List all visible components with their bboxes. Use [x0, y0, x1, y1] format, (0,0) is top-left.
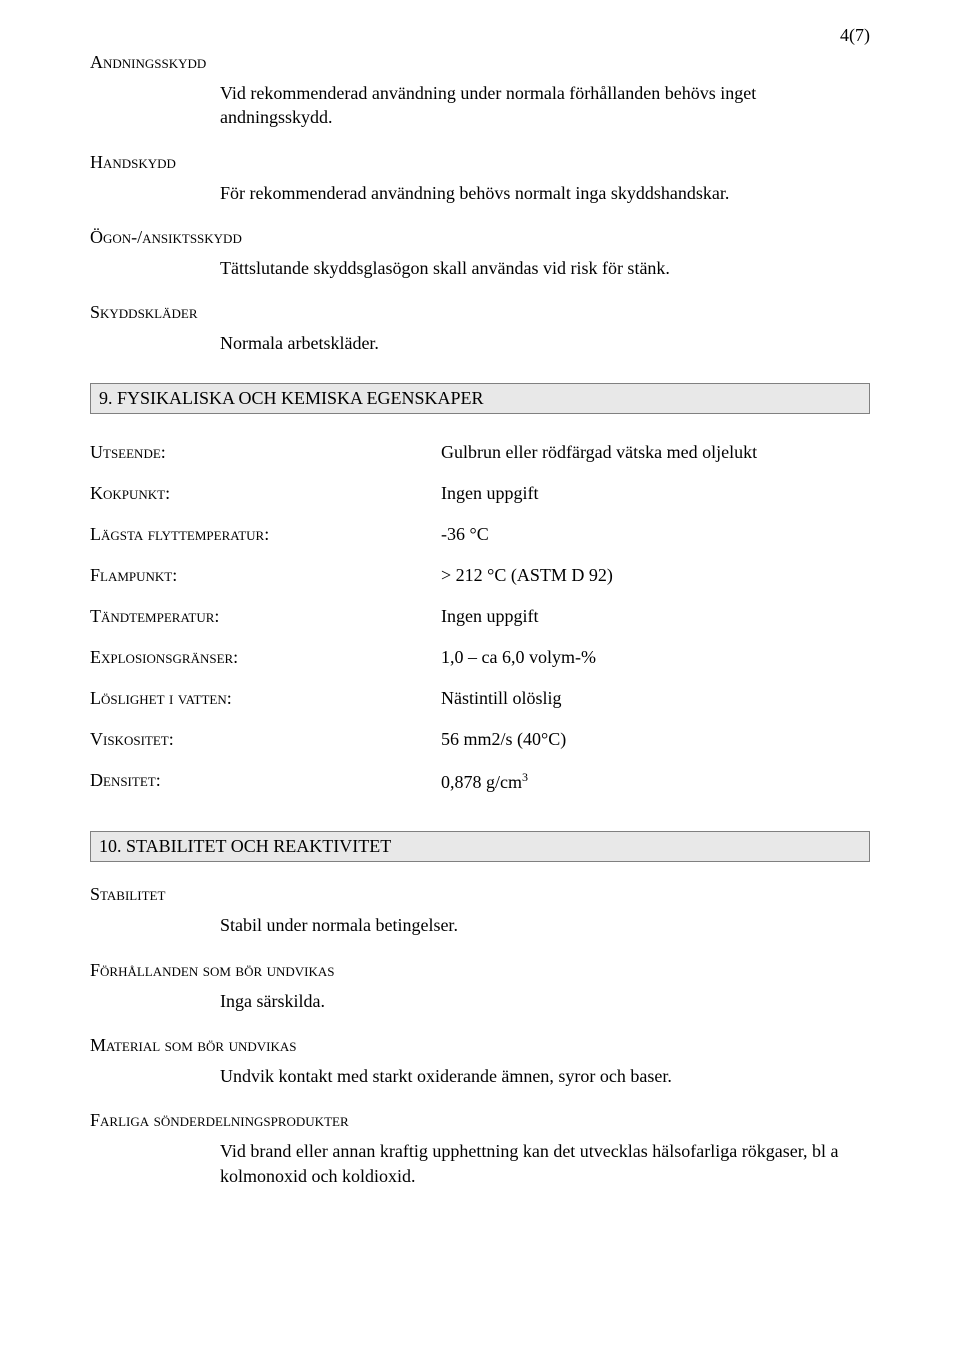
text-farliga: Vid brand eller annan kraftig upphettnin…	[220, 1139, 870, 1188]
prop-value: 0,878 g/cm3	[441, 760, 870, 803]
prop-label: Densitet:	[90, 760, 441, 803]
prop-value: 1,0 – ca 6,0 volym-%	[441, 637, 870, 678]
heading-skyddsklader: Skyddskläder	[90, 302, 870, 323]
prop-label: Utseende:	[90, 432, 441, 473]
prop-value: 56 mm2/s (40°C)	[441, 719, 870, 760]
heading-farliga: Farliga sönderdelningsprodukter	[90, 1110, 870, 1131]
text-andningsskydd: Vid rekommenderad användning under norma…	[220, 81, 870, 130]
prop-value: Ingen uppgift	[441, 596, 870, 637]
prop-value: > 212 °C (ASTM D 92)	[441, 555, 870, 596]
heading-material: Material som bör undvikas	[90, 1035, 870, 1056]
text-skyddsklader: Normala arbetskläder.	[220, 331, 870, 355]
text-material: Undvik kontakt med starkt oxiderande ämn…	[220, 1064, 870, 1088]
text-ogon: Tättslutande skyddsglasögon skall använd…	[220, 256, 870, 280]
heading-stabilitet: Stabilitet	[90, 884, 870, 905]
text-handskydd: För rekommenderad användning behövs norm…	[220, 181, 870, 205]
table-row: Flampunkt: > 212 °C (ASTM D 92)	[90, 555, 870, 596]
text-forhallanden: Inga särskilda.	[220, 989, 870, 1013]
table-row: Utseende: Gulbrun eller rödfärgad vätska…	[90, 432, 870, 473]
table-row: Viskositet: 56 mm2/s (40°C)	[90, 719, 870, 760]
page-number: 4(7)	[840, 25, 870, 46]
prop-value: -36 °C	[441, 514, 870, 555]
heading-ogon: Ögon-/ansiktsskydd	[90, 227, 870, 248]
table-row: Löslighet i vatten: Nästintill olöslig	[90, 678, 870, 719]
heading-andningsskydd: Andningsskydd	[90, 52, 870, 73]
prop-label: Explosionsgränser:	[90, 637, 441, 678]
text-stabilitet: Stabil under normala betingelser.	[220, 913, 870, 937]
prop-value: Ingen uppgift	[441, 473, 870, 514]
prop-value: Nästintill olöslig	[441, 678, 870, 719]
table-row: Densitet: 0,878 g/cm3	[90, 760, 870, 803]
section-10-title: 10. STABILITET OCH REAKTIVITET	[90, 831, 870, 862]
table-row: Lägsta flyttemperatur: -36 °C	[90, 514, 870, 555]
heading-handskydd: Handskydd	[90, 152, 870, 173]
table-row: Kokpunkt: Ingen uppgift	[90, 473, 870, 514]
heading-forhallanden: Förhållanden som bör undvikas	[90, 960, 870, 981]
prop-label: Flampunkt:	[90, 555, 441, 596]
page: 4(7) Andningsskydd Vid rekommenderad anv…	[0, 0, 960, 1365]
table-row: Tändtemperatur: Ingen uppgift	[90, 596, 870, 637]
prop-label: Lägsta flyttemperatur:	[90, 514, 441, 555]
properties-table: Utseende: Gulbrun eller rödfärgad vätska…	[90, 432, 870, 803]
prop-value: Gulbrun eller rödfärgad vätska med oljel…	[441, 432, 870, 473]
prop-label: Kokpunkt:	[90, 473, 441, 514]
section-9-title: 9. FYSIKALISKA OCH KEMISKA EGENSKAPER	[90, 383, 870, 414]
table-row: Explosionsgränser: 1,0 – ca 6,0 volym-%	[90, 637, 870, 678]
prop-label: Tändtemperatur:	[90, 596, 441, 637]
prop-label: Löslighet i vatten:	[90, 678, 441, 719]
prop-label: Viskositet:	[90, 719, 441, 760]
